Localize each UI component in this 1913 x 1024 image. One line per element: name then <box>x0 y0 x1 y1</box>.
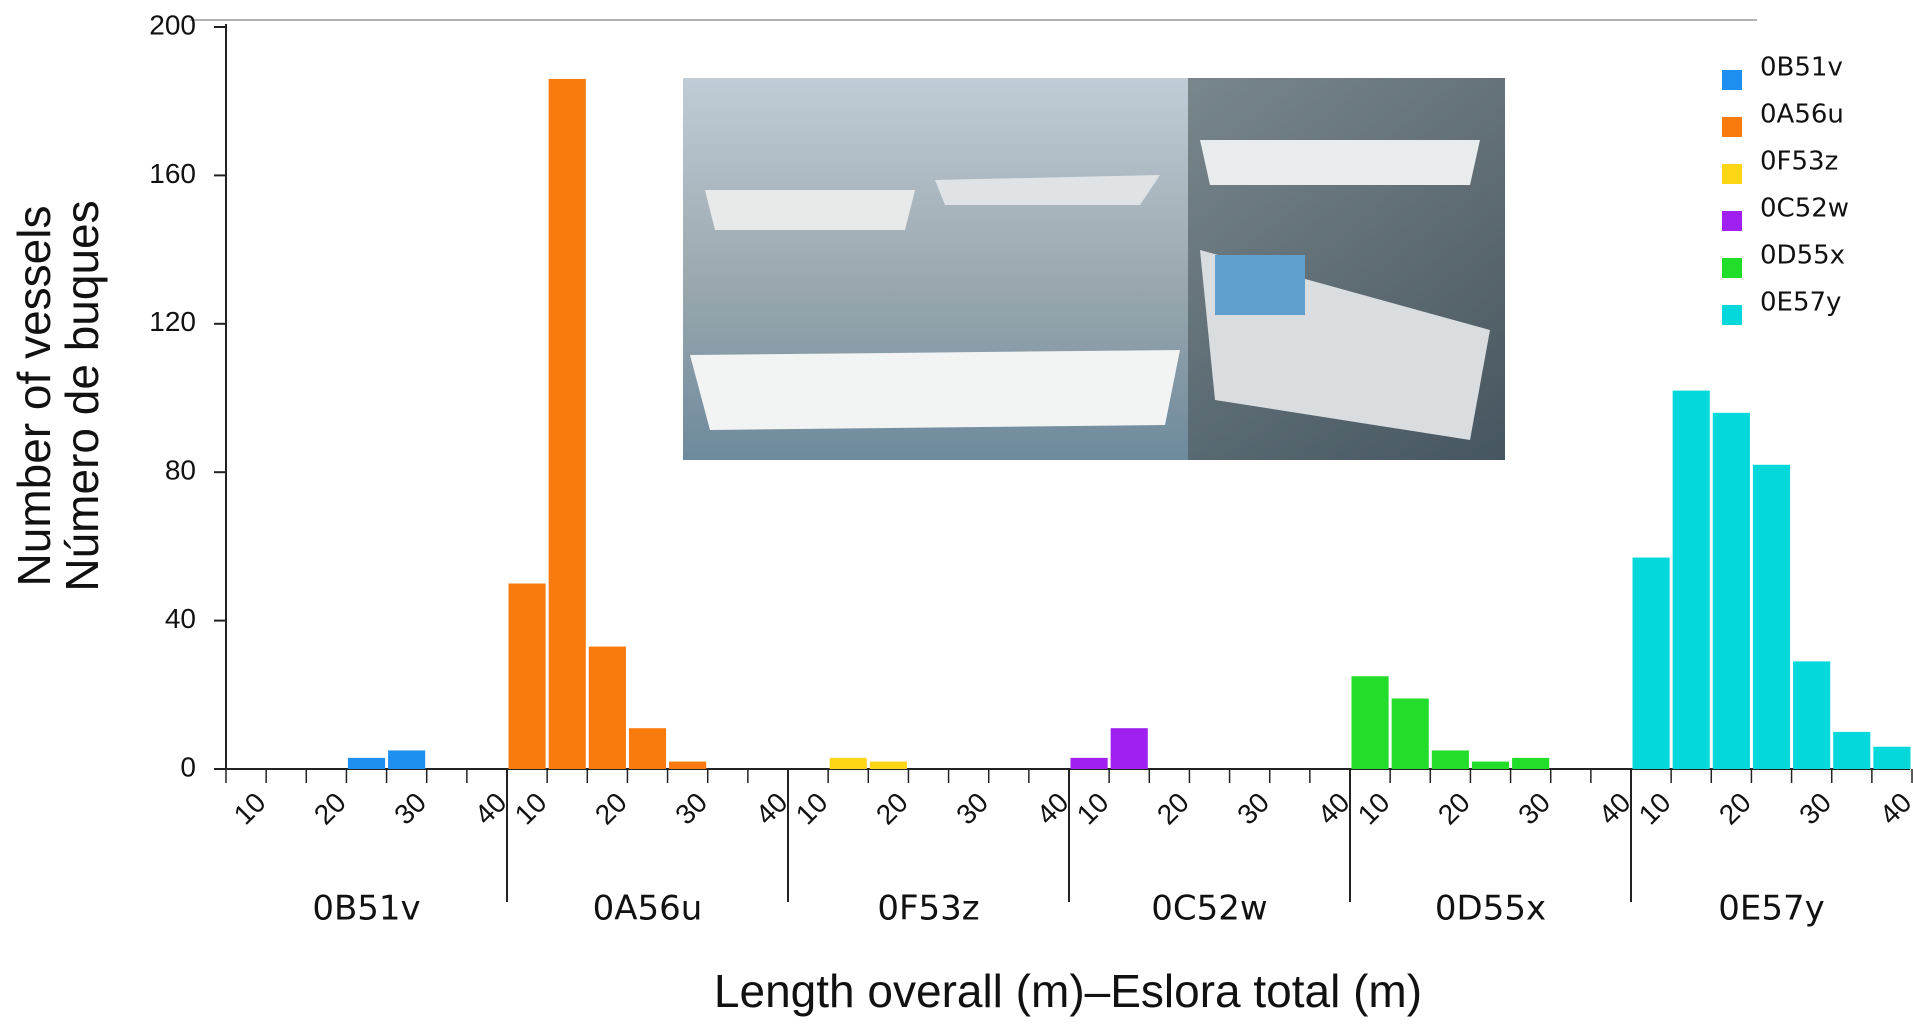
legend-label: 0C52w <box>1760 194 1849 224</box>
bar <box>1833 732 1870 769</box>
legend-label: 0A56u <box>1760 100 1844 130</box>
legend-label: 0E57y <box>1760 288 1841 318</box>
bar <box>1873 747 1910 769</box>
bar <box>1793 661 1830 769</box>
bar <box>1673 391 1710 769</box>
legend-swatch <box>1722 164 1742 184</box>
bar <box>1512 758 1549 769</box>
bar <box>1392 699 1429 769</box>
x-tick-label: 40 <box>1312 787 1356 831</box>
y-tick-label: 160 <box>149 158 196 189</box>
x-tick-label: 20 <box>1151 787 1195 831</box>
x-tick-label: 40 <box>1593 787 1637 831</box>
y-tick-label: 80 <box>165 455 196 486</box>
legend-swatch <box>1722 70 1742 90</box>
bar <box>1071 758 1108 769</box>
x-axis-title: Length overall (m)–Eslora total (m) <box>714 965 1422 1017</box>
legend-swatch <box>1722 305 1742 325</box>
x-tick-label: 40 <box>469 787 513 831</box>
bar <box>830 758 867 769</box>
bar <box>870 762 907 769</box>
x-tick-label: 40 <box>750 787 794 831</box>
bar <box>629 728 666 769</box>
group-label: 0B51v <box>312 889 420 929</box>
y-tick-label: 200 <box>149 9 196 40</box>
y-axis-title: Number of vessels <box>8 206 60 587</box>
bar <box>1352 676 1389 769</box>
x-tick-label: 10 <box>1071 787 1115 831</box>
x-tick-label: 20 <box>308 787 352 831</box>
y-axis-title: Número de buques <box>56 200 108 591</box>
bar <box>549 79 586 769</box>
bar <box>1753 465 1790 769</box>
x-tick-label: 40 <box>1874 787 1913 831</box>
x-tick-label: 40 <box>1031 787 1075 831</box>
x-tick-label: 20 <box>1432 787 1476 831</box>
bar <box>1472 762 1509 769</box>
x-tick-label: 20 <box>589 787 633 831</box>
x-tick-label: 20 <box>1713 787 1757 831</box>
bar <box>1633 558 1670 769</box>
x-tick-label: 20 <box>870 787 914 831</box>
x-tick-label: 10 <box>790 787 834 831</box>
legend-swatch <box>1722 258 1742 278</box>
bar <box>509 584 546 770</box>
legend-label: 0B51v <box>1760 53 1843 83</box>
x-tick-label: 10 <box>509 787 553 831</box>
x-tick-label: 30 <box>1793 787 1837 831</box>
x-tick-label: 10 <box>1633 787 1677 831</box>
x-tick-label: 30 <box>669 787 713 831</box>
legend-label: 0F53z <box>1760 147 1838 177</box>
legend-swatch <box>1722 117 1742 137</box>
y-tick-label: 120 <box>149 306 196 337</box>
group-label: 0A56u <box>593 889 703 929</box>
photo-collage <box>683 78 1505 460</box>
bar <box>589 647 626 769</box>
bar <box>348 758 385 769</box>
x-tick-label: 10 <box>228 787 272 831</box>
x-tick-label: 30 <box>1512 787 1556 831</box>
bar <box>1432 750 1469 769</box>
group-label: 0C52w <box>1151 889 1267 929</box>
group-label: 0D55x <box>1435 889 1546 929</box>
bar <box>1111 728 1148 769</box>
x-tick-label: 30 <box>950 787 994 831</box>
y-tick-label: 0 <box>180 751 196 782</box>
legend-label: 0D55x <box>1760 241 1845 271</box>
bar <box>388 750 425 769</box>
chart: Number of vessels Número de buques Lengt… <box>0 0 1913 1024</box>
group-label: 0F53z <box>877 889 979 929</box>
bar <box>669 762 706 769</box>
x-tick-label: 30 <box>388 787 432 831</box>
y-tick-label: 40 <box>165 603 196 634</box>
x-tick-label: 10 <box>1352 787 1396 831</box>
bar <box>1713 413 1750 769</box>
legend-swatch <box>1722 211 1742 231</box>
x-tick-label: 30 <box>1231 787 1275 831</box>
group-label: 0E57y <box>1718 889 1825 929</box>
